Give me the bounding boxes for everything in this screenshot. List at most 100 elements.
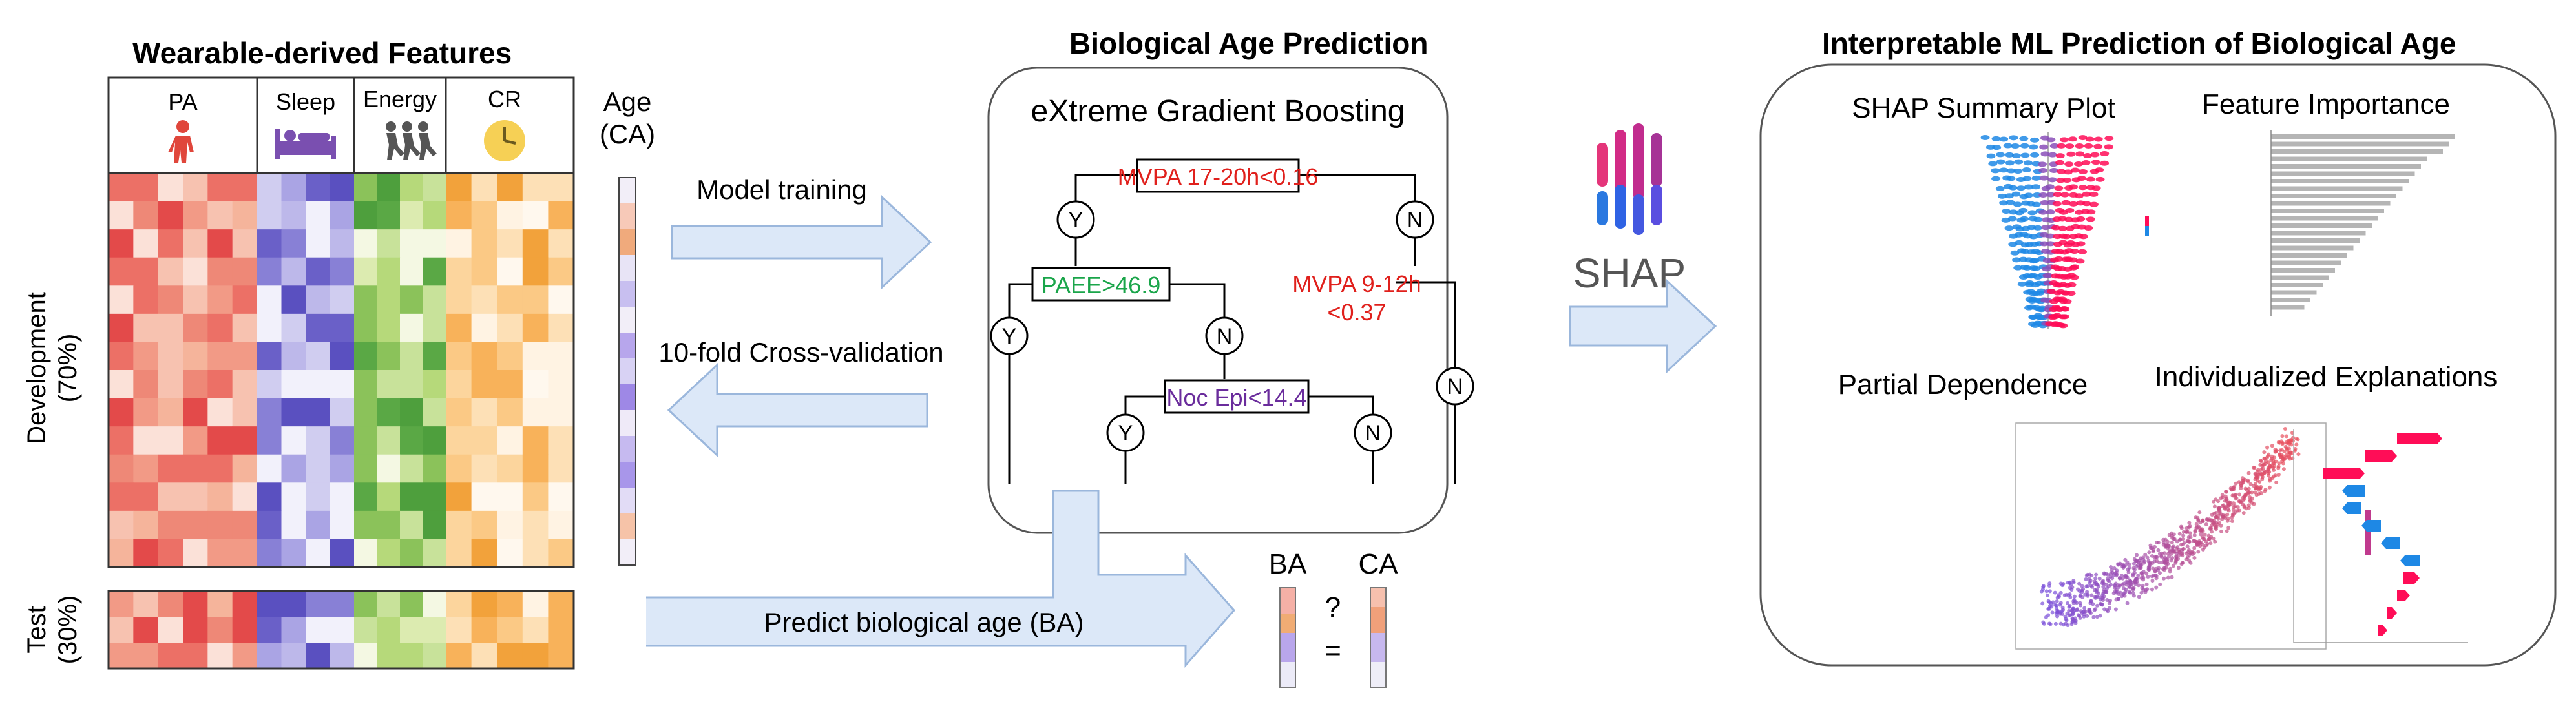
heatmap-cell	[548, 426, 574, 455]
dependence-point	[2170, 548, 2175, 552]
dependence-point	[2154, 585, 2159, 590]
dependence-point	[2062, 593, 2067, 597]
shap-point	[2077, 176, 2086, 181]
shap-point	[2031, 202, 2041, 207]
dependence-point	[2223, 516, 2227, 521]
dependence-point	[2262, 469, 2267, 473]
shap-point	[2039, 175, 2049, 181]
dependence-point	[2201, 535, 2205, 540]
dependence-point	[2259, 459, 2264, 464]
dependence-point	[2093, 595, 2098, 600]
dependence-point	[2246, 506, 2251, 510]
dependence-point	[2051, 600, 2055, 604]
shap-point	[1996, 152, 2005, 158]
dependence-point	[2266, 460, 2270, 465]
heatmap-cell	[400, 591, 423, 617]
dependence-point	[2044, 615, 2048, 619]
dependence-point	[2187, 525, 2192, 530]
heatmap-cell	[522, 173, 549, 202]
dependence-point	[2271, 459, 2276, 463]
heatmap-cell	[497, 201, 523, 230]
age-cell	[619, 539, 636, 565]
heatmap-cell	[377, 643, 401, 669]
dependence-point	[2257, 480, 2262, 484]
heatmap-cell	[257, 617, 282, 643]
dependence-point	[2276, 473, 2281, 477]
heatmap-cell	[281, 643, 306, 669]
shap-point	[2046, 233, 2055, 239]
heatmap-cell	[281, 342, 306, 371]
dependence-point	[2201, 519, 2205, 523]
shap-point	[1991, 136, 2001, 141]
heatmap-cell	[471, 285, 497, 315]
heatmap-cell	[446, 539, 472, 568]
feature-heatmaps: PA Sleep Energy CR Development (70%) Tes…	[23, 76, 655, 670]
heatmap-cell	[158, 173, 183, 202]
shap-point	[2010, 250, 2020, 256]
dependence-point	[2085, 590, 2089, 594]
features-title: Wearable-derived Features	[132, 36, 512, 70]
dependence-point	[2072, 597, 2077, 602]
dependence-point	[2069, 622, 2074, 626]
heatmap-cell	[423, 285, 446, 315]
dependence-point	[2272, 468, 2276, 473]
waterfall-bar	[2342, 502, 2361, 514]
shap-point	[2074, 161, 2084, 167]
heatmap-cell	[548, 257, 574, 286]
shap-point	[2008, 185, 2018, 191]
dependence-point	[2088, 572, 2092, 577]
shap-point	[2002, 209, 2011, 214]
heatmap-cell	[306, 342, 330, 371]
shap-point	[2057, 143, 2066, 149]
shap-point	[2069, 249, 2079, 254]
heatmap-cell	[281, 201, 306, 230]
dependence-point	[2084, 609, 2088, 614]
shap-point	[2078, 135, 2088, 141]
age-cell	[619, 384, 636, 410]
dependence-point	[2164, 557, 2169, 561]
dependence-point	[2181, 533, 2186, 538]
heatmap-cell	[133, 643, 159, 669]
dependence-point	[2073, 621, 2078, 625]
dependence-point	[2088, 610, 2092, 614]
shap-summary-title: SHAP Summary Plot	[1852, 92, 2115, 124]
heatmap-cell	[183, 229, 208, 258]
heatmap-cell	[471, 591, 497, 617]
shap-point	[2086, 209, 2096, 215]
dependence-point	[2256, 468, 2260, 472]
heatmap-cell	[548, 201, 574, 230]
dependence-point	[2277, 461, 2281, 466]
dependence-point	[2108, 572, 2113, 576]
heatmap-cell	[330, 510, 355, 539]
dependence-point	[2199, 529, 2204, 533]
heatmap-cell	[446, 454, 472, 483]
heatmap-cell	[281, 285, 306, 315]
heatmap-cell	[281, 313, 306, 342]
age-cell	[619, 358, 636, 384]
heatmap-cell	[400, 257, 423, 286]
cross-validation-arrow	[667, 362, 928, 458]
heatmap-cell	[158, 482, 183, 512]
heatmap-cell	[207, 370, 233, 399]
heatmap-cell	[471, 617, 497, 643]
shap-point	[2005, 152, 2015, 158]
importance-bar	[2271, 223, 2372, 228]
heatmap-cell	[133, 229, 159, 258]
shap-point	[2062, 234, 2071, 240]
shap-point	[2009, 135, 2018, 141]
dependence-point	[2157, 571, 2162, 575]
heatmap-cell	[109, 643, 134, 669]
dependence-point	[2239, 483, 2243, 488]
dependence-point	[2138, 565, 2142, 570]
dependence-point	[2176, 566, 2181, 570]
dependence-point	[2241, 511, 2246, 515]
dependence-point	[2237, 480, 2241, 484]
dependence-point	[2201, 542, 2205, 547]
heatmap-cell	[330, 617, 355, 643]
dependence-point	[2224, 490, 2228, 494]
dependence-point	[2181, 530, 2186, 534]
shap-point	[2076, 241, 2086, 247]
dependence-point	[2281, 467, 2286, 471]
dependence-point	[2253, 471, 2257, 476]
dependence-point	[2114, 574, 2119, 578]
